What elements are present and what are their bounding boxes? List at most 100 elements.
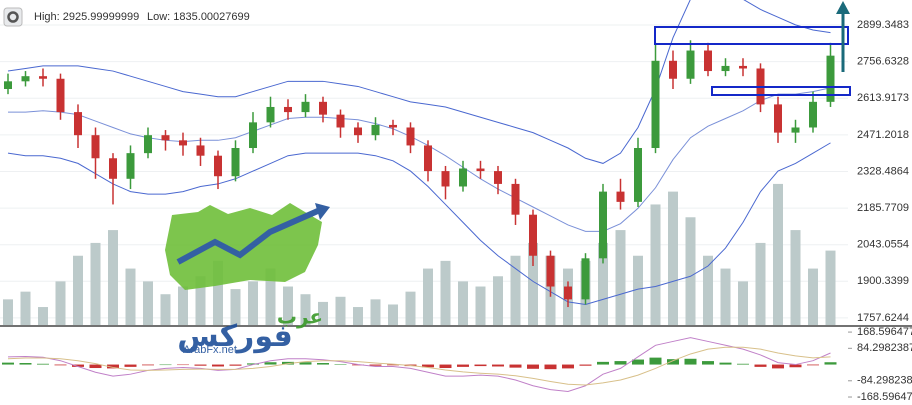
- volume-bar: [790, 230, 801, 325]
- histogram-bar: [527, 364, 539, 369]
- logo-text: فوركس: [177, 320, 293, 353]
- volume-bar: [195, 276, 206, 325]
- volume-bar: [475, 286, 486, 325]
- histogram-bar: [562, 364, 574, 369]
- candle-body: [249, 122, 257, 149]
- volume-bar: [108, 230, 118, 325]
- logo-arrow-head: [315, 203, 330, 220]
- candle-body: [39, 76, 47, 79]
- volume-bar: [55, 281, 66, 325]
- volume-bar: [458, 281, 468, 325]
- candle-body: [144, 135, 152, 154]
- candle-body: [371, 124, 380, 136]
- volume-bar: [808, 268, 818, 325]
- histogram-bar: [229, 364, 242, 366]
- histogram-bar: [19, 363, 32, 365]
- candle-body: [406, 127, 415, 146]
- volume-bar: [370, 299, 381, 325]
- histogram-bar: [334, 364, 347, 365]
- volume-bar: [703, 255, 713, 325]
- candle-body: [459, 168, 467, 187]
- histogram-bar: [387, 364, 399, 366]
- settings-button[interactable]: [3, 7, 23, 27]
- histogram-bar: [544, 364, 557, 370]
- y-tick-label: 1757.6244: [857, 312, 909, 324]
- candle-body: [511, 183, 520, 215]
- candle-body: [441, 171, 450, 187]
- candle-body: [599, 191, 607, 259]
- logo-text: عرب: [277, 306, 323, 328]
- histogram-bar: [457, 364, 469, 367]
- candle-body: [739, 65, 747, 69]
- volume-bar: [615, 230, 626, 325]
- candle-body: [774, 104, 782, 133]
- histogram-bar: [422, 364, 434, 368]
- y-tick-label: 2613.9173: [857, 92, 909, 104]
- candle-body: [529, 214, 537, 256]
- y-tick-label: -84.2982387: [857, 375, 912, 387]
- gear-icon: [7, 11, 19, 23]
- logo-site: ArabFx.net: [183, 344, 237, 356]
- histogram-bar: [649, 357, 662, 365]
- volume-bar: [650, 204, 661, 325]
- histogram-bar: [2, 362, 14, 365]
- volume-bar: [493, 276, 503, 325]
- histogram-bar: [212, 364, 224, 367]
- candle-body: [721, 65, 730, 72]
- volume-bar: [143, 281, 153, 325]
- volume-bar: [388, 304, 398, 325]
- histogram-bar: [159, 364, 172, 366]
- candle-body: [791, 127, 800, 133]
- bollinger-band: [7, 0, 831, 164]
- volume-bar: [265, 268, 276, 325]
- volume-bar: [335, 296, 346, 325]
- histogram-bar: [754, 364, 767, 367]
- histogram-bar: [107, 364, 119, 369]
- y-tick-label: 2185.7709: [857, 202, 909, 214]
- candle-body: [214, 155, 222, 177]
- histogram-bar: [474, 364, 487, 367]
- y-tick-label: 1900.3399: [857, 275, 909, 287]
- candle-body: [476, 168, 485, 172]
- candle-body: [301, 101, 310, 113]
- histogram-bar: [439, 364, 452, 369]
- volume-bar: [668, 191, 678, 325]
- histogram-bar: [579, 364, 592, 366]
- indicator-line: [7, 346, 831, 386]
- y-tick-label: 2328.4864: [857, 165, 909, 177]
- candle-body: [319, 101, 327, 115]
- histogram-bar: [492, 364, 504, 367]
- y-tick-label: 168.5964775: [857, 326, 912, 338]
- histogram-bar: [89, 364, 102, 369]
- histogram-bar: [124, 364, 137, 367]
- candle-body: [161, 135, 170, 141]
- candle-body: [704, 50, 712, 72]
- candle-body: [494, 171, 502, 184]
- volume-bar: [90, 242, 101, 325]
- y-tick-label: 2899.3483: [857, 19, 909, 31]
- volume-bar: [213, 260, 223, 325]
- volume-bar: [825, 250, 836, 325]
- histogram-bar: [317, 363, 329, 365]
- histogram-bar: [667, 359, 679, 365]
- volume-bar: [73, 255, 83, 325]
- candle-body: [651, 60, 660, 149]
- candle-body: [74, 112, 82, 136]
- volume-bar: [720, 268, 731, 325]
- histogram-bar: [632, 359, 644, 365]
- histogram-bar: [369, 364, 382, 366]
- histogram-bar: [142, 364, 154, 366]
- histogram-bar: [789, 364, 802, 368]
- candle-body: [826, 55, 835, 102]
- candle-body: [56, 78, 65, 113]
- candle-body: [616, 191, 625, 202]
- candle-body: [634, 148, 642, 202]
- watermark: عرب فوركس ArabFx.net: [165, 203, 330, 356]
- y-tick-label: 84.2982387: [857, 342, 912, 354]
- volume-bar: [738, 281, 748, 325]
- histogram-bar: [702, 361, 714, 365]
- volume-bar: [160, 294, 171, 325]
- y-tick-label: 2471.2018: [857, 129, 909, 141]
